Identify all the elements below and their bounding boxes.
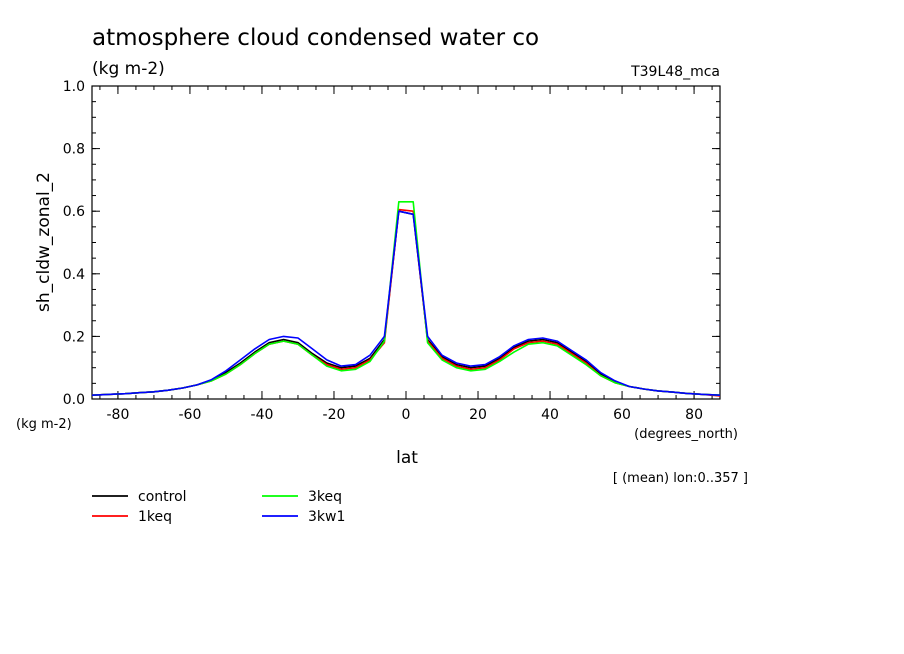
y-tick-label: 0.4 <box>63 267 85 283</box>
chart-title: atmosphere cloud condensed water co <box>92 25 539 51</box>
y-axis-label: sh_cldw_zonal_2 <box>34 172 54 312</box>
y-axis-units: (kg m-2) <box>16 417 72 432</box>
y-tick-label: 0.6 <box>63 204 85 220</box>
series-line-control <box>91 210 721 396</box>
x-tick-label: 0 <box>402 407 411 423</box>
y-tick-label: 0.8 <box>63 142 85 158</box>
y-tick-label: 0.2 <box>63 329 85 345</box>
x-tick-label: 80 <box>685 407 703 423</box>
run-id-label: T39L48_mca <box>630 64 720 80</box>
x-tick-label: 40 <box>541 407 559 423</box>
x-tick-label: 60 <box>613 407 631 423</box>
legend-label-3kw1: 3kw1 <box>308 509 345 525</box>
x-tick-label: -80 <box>106 407 129 423</box>
y-tick-label: 1.0 <box>63 79 85 95</box>
x-tick-label: -40 <box>251 407 274 423</box>
series-line-1keq <box>91 208 721 397</box>
plot-frame <box>91 85 721 400</box>
chart-units: (kg m-2) <box>92 59 165 79</box>
x-tick-label: -20 <box>323 407 346 423</box>
x-tick-label: -60 <box>179 407 202 423</box>
axis-ticks: -80 -60 -40 -20 0 20 40 60 80 0.0 0.2 0.4 0.6 0.8 1.0 <box>63 79 720 423</box>
series-line-3kw1 <box>91 210 721 396</box>
legend: control 1keq 3keq 3kw1 <box>92 489 345 525</box>
legend-label-control: control <box>138 489 187 505</box>
legend-label-1keq: 1keq <box>138 509 172 525</box>
averaging-note: [ (mean) lon:0..357 ] <box>613 471 748 486</box>
x-axis-label: lat <box>396 448 418 468</box>
y-tick-label: 0.0 <box>63 392 85 408</box>
series-line-3keq <box>91 201 721 396</box>
x-axis-units: (degrees_north) <box>634 427 738 442</box>
legend-label-3keq: 3keq <box>308 489 342 505</box>
series-lines <box>91 201 721 397</box>
x-tick-label: 20 <box>469 407 487 423</box>
